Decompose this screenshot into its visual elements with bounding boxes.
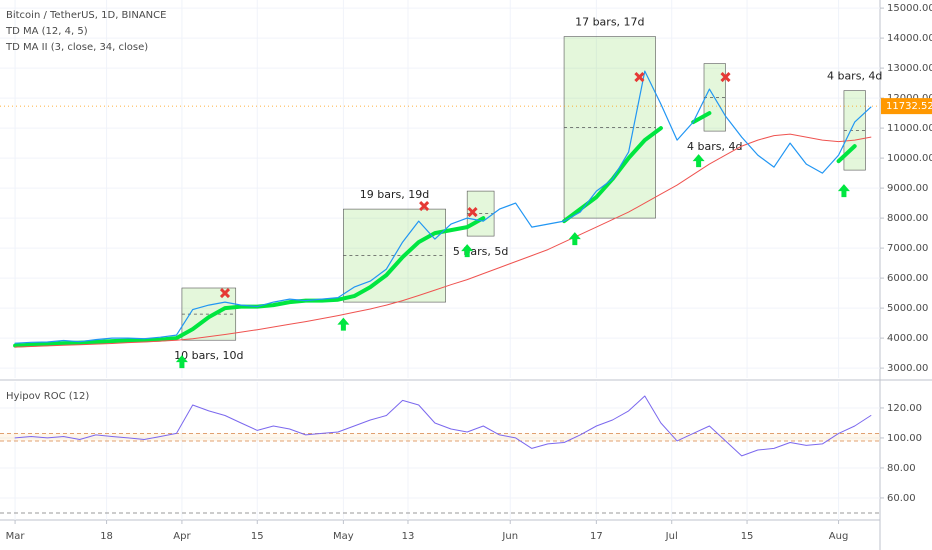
- x-tick-label: 17: [590, 531, 603, 542]
- y-tick-label: 8000.00: [887, 213, 928, 224]
- sell-cross: [419, 201, 430, 212]
- y-tick-label: 100.00: [887, 433, 922, 444]
- price-line: [14, 70, 872, 344]
- sell-cross: [720, 72, 731, 83]
- y-tick-label: 11000.00: [887, 123, 932, 134]
- pane-title: Hyipov ROC (12): [6, 391, 89, 402]
- buy-arrow: [461, 244, 474, 258]
- level-band: [0, 433, 880, 441]
- y-tick-label: 120.00: [887, 403, 922, 414]
- range-label: 4 bars, 4d: [827, 70, 882, 83]
- range-label: 5 bars, 5d: [453, 245, 508, 258]
- y-tick-label: 80.00: [887, 463, 916, 474]
- buy-arrow: [568, 232, 581, 246]
- buy-arrow: [175, 355, 188, 369]
- y-tick-label: 15000.00: [887, 3, 932, 14]
- legend-entry: TD MA (12, 4, 5): [5, 26, 88, 37]
- range-box: [563, 36, 656, 219]
- sell-cross: [634, 72, 645, 83]
- range-label: 4 bars, 4d: [687, 140, 742, 153]
- grid: [0, 0, 880, 520]
- y-tick-label: 3000.00: [887, 363, 928, 374]
- chart-title: Bitcoin / TetherUS, 1D, BINANCE: [6, 10, 166, 21]
- y-tick-label: 9000.00: [887, 183, 928, 194]
- roc-line: [14, 395, 872, 457]
- buy-arrow: [337, 317, 350, 331]
- y-tick-label: 60.00: [887, 493, 916, 504]
- x-tick-label: 15: [251, 531, 264, 542]
- y-tick-label: 6000.00: [887, 273, 928, 284]
- range-label: 19 bars, 19d: [360, 188, 429, 201]
- x-tick-label: 13: [402, 531, 415, 542]
- x-tick-label: Mar: [6, 531, 26, 542]
- last-price-label: 11732.52: [886, 101, 932, 112]
- y-tick-label: 14000.00: [887, 33, 932, 44]
- last-price-tag: [881, 98, 932, 115]
- x-tick-label: 18: [100, 531, 113, 542]
- y-tick-label: 10000.00: [887, 153, 932, 164]
- x-tick-label: Apr: [173, 531, 191, 542]
- legend-entry: TD MA II (3, close, 34, close): [5, 42, 148, 53]
- y-tick-label: 13000.00: [887, 63, 932, 74]
- series-line: [14, 133, 872, 348]
- plot: 3000.00 4000.00 5000.00 6000.00 7000.00 8000.…: [0, 3, 932, 542]
- buy-arrow: [837, 184, 850, 198]
- x-tick-label: 15: [741, 531, 754, 542]
- range-label: 17 bars, 17d: [575, 16, 644, 29]
- sell-cross: [467, 207, 478, 218]
- y-tick-label: 5000.00: [887, 303, 928, 314]
- y-tick-label: 7000.00: [887, 243, 928, 254]
- x-tick-label: Jul: [665, 531, 678, 542]
- x-tick-label: Jun: [501, 531, 518, 542]
- sell-cross: [219, 288, 231, 299]
- x-tick-label: Aug: [829, 531, 849, 542]
- range-label: 10 bars, 10d: [174, 349, 243, 362]
- buy-arrow: [692, 154, 705, 168]
- x-tick-label: May: [333, 531, 354, 542]
- y-tick-label: 4000.00: [887, 333, 928, 344]
